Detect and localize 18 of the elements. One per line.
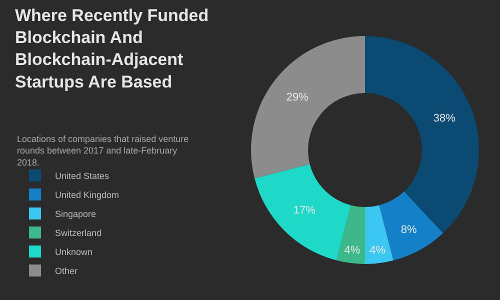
chart-title: Where Recently Funded Blockchain And Blockchain-Adjacent Startups Are Based (15, 6, 209, 92)
data-label: 29% (286, 92, 309, 104)
donut-slice (365, 205, 394, 264)
data-label: 38% (433, 112, 456, 125)
text: Locations of companies that raised venture rounds between 2017 and late-February 2018. (17, 134, 189, 168)
legend-label: Other (55, 266, 78, 276)
donut-slice (365, 36, 479, 234)
data-label: 4% (370, 244, 386, 257)
donut-slice (336, 205, 365, 264)
legend-label: Switzerland (55, 228, 102, 238)
data-label: 17% (293, 204, 316, 216)
donut-slice (251, 36, 365, 178)
legend-label: Singapore (55, 209, 96, 220)
legend-label: United States (55, 171, 110, 182)
legend-label: United Kingdom (55, 190, 120, 200)
data-label: 8% (400, 224, 418, 236)
data-label: 4% (344, 244, 360, 257)
legend-label: Unknown (55, 247, 93, 258)
